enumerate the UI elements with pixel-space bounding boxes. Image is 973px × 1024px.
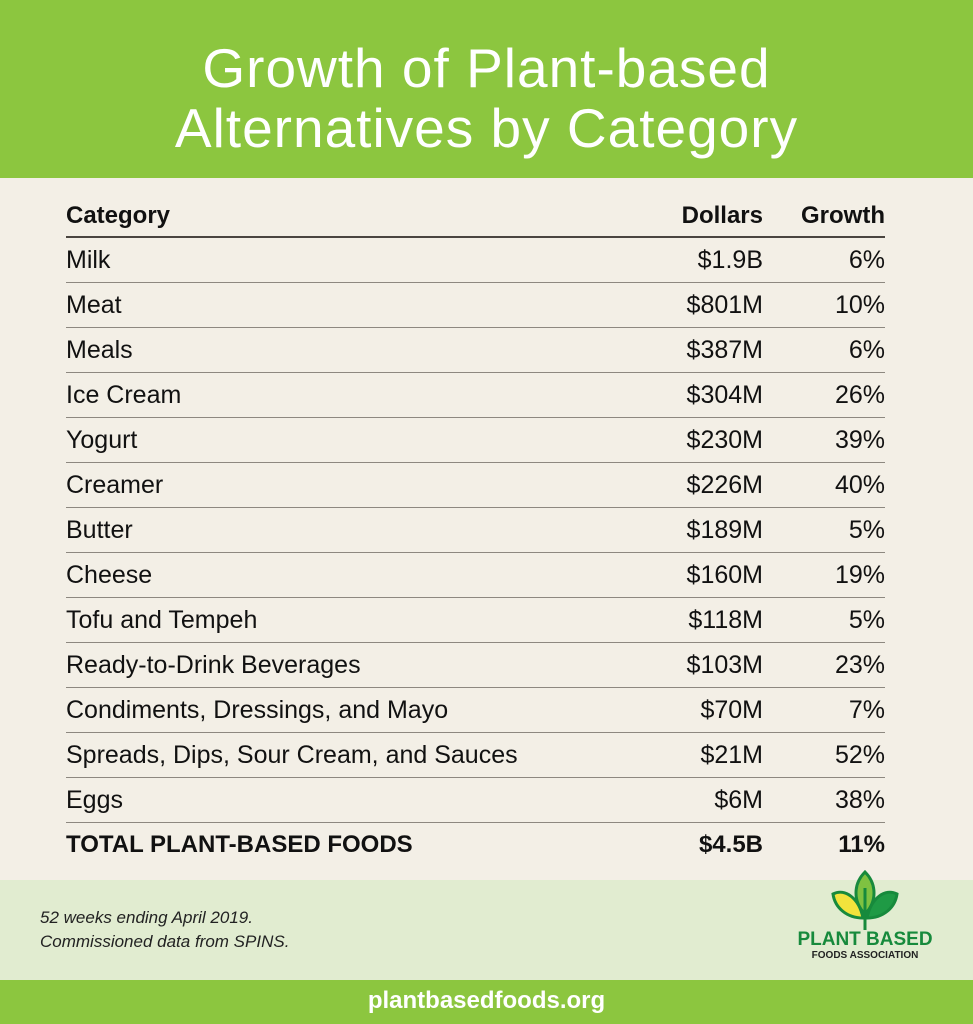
- cell-category: Tofu and Tempeh: [66, 597, 563, 643]
- cell-growth: 11%: [838, 831, 885, 858]
- cell-dollars: $226M: [563, 462, 763, 508]
- source-note: 52 weeks ending April 2019. Commissioned…: [40, 906, 289, 954]
- cell-dollars: $230M: [563, 417, 763, 463]
- cell-dollars: $70M: [563, 687, 763, 733]
- title-line-2: Alternatives by Category: [174, 97, 799, 159]
- cell-category: TOTAL PLANT-BASED FOODS: [66, 831, 413, 858]
- source-note-line-2: Commissioned data from SPINS.: [40, 932, 290, 951]
- cell-dollars: $160M: [563, 552, 763, 598]
- cell-category: Condiments, Dressings, and Mayo: [66, 687, 563, 733]
- cell-growth: 26%: [763, 372, 885, 418]
- table-row: Meals $387M 6%: [66, 327, 885, 373]
- website-url[interactable]: plantbasedfoods.org: [0, 980, 973, 1024]
- cell-growth: 19%: [763, 552, 885, 598]
- cell-dollars: $189M: [563, 507, 763, 553]
- table-row: Butter $189M 5%: [66, 507, 885, 553]
- cell-dollars: $118M: [563, 597, 763, 643]
- table-row: Spreads, Dips, Sour Cream, and Sauces $21…: [66, 732, 885, 778]
- cell-dollars: $304M: [563, 372, 763, 418]
- cell-dollars: $4.5B: [698, 831, 763, 858]
- table-row: Eggs $6M 38%: [66, 777, 885, 823]
- cell-category: Spreads, Dips, Sour Cream, and Sauces: [66, 732, 563, 778]
- table-row: Meat $801M 10%: [66, 282, 885, 328]
- logo-text-line-2: FOODS ASSOCIATION: [811, 950, 919, 961]
- plant-based-foods-association-logo: PLANT BASED FOODS ASSOCIATION: [790, 868, 940, 968]
- leaves-icon: [831, 869, 899, 930]
- cell-growth: 5%: [763, 597, 885, 643]
- column-header-growth: Growth: [763, 196, 885, 238]
- cell-growth: 40%: [763, 462, 885, 508]
- logo-text-line-1: PLANT BASED: [797, 929, 933, 950]
- title-line-1: Growth of Plant-based: [202, 37, 771, 99]
- table-header-row: Category Dollars Growth: [66, 196, 885, 238]
- table-row: Milk $1.9B 6%: [66, 237, 885, 283]
- cell-dollars: $6M: [563, 777, 763, 823]
- data-table: Category Dollars Growth Milk $1.9B 6% Meat $…: [66, 196, 885, 867]
- cell-growth: 52%: [763, 732, 885, 778]
- cell-category: Meat: [66, 282, 563, 328]
- table-row: Creamer $226M 40%: [66, 462, 885, 508]
- column-header-category: Category: [66, 196, 563, 238]
- cell-growth: 6%: [763, 327, 885, 373]
- cell-category: Cheese: [66, 552, 563, 598]
- cell-dollars: $801M: [563, 282, 763, 328]
- cell-growth: 7%: [763, 687, 885, 733]
- cell-dollars: $21M: [563, 732, 763, 778]
- cell-category: Ice Cream: [66, 372, 563, 418]
- footer: 52 weeks ending April 2019. Commissioned…: [0, 869, 973, 980]
- table-row: Tofu and Tempeh $118M 5%: [66, 597, 885, 643]
- cell-category: Eggs: [66, 777, 563, 823]
- cell-category: Meals: [66, 327, 563, 373]
- table-row: Ready-to-Drink Beverages $103M 23%: [66, 642, 885, 688]
- total-row: TOTAL PLANT-BASED FOODS $4.5B 11%: [66, 823, 885, 868]
- cell-category: Yogurt: [66, 417, 563, 463]
- table-row: Condiments, Dressings, and Mayo $70M 7%: [66, 687, 885, 733]
- cell-category: Ready-to-Drink Beverages: [66, 642, 563, 688]
- table-row: Ice Cream $304M 26%: [66, 372, 885, 418]
- cell-growth: 6%: [763, 237, 885, 283]
- cell-category: Milk: [66, 237, 563, 283]
- cell-dollars: $387M: [563, 327, 763, 373]
- cell-dollars: $103M: [563, 642, 763, 688]
- cell-growth: 5%: [763, 507, 885, 553]
- cell-growth: 23%: [763, 642, 885, 688]
- cell-category: Butter: [66, 507, 563, 553]
- cell-dollars: $1.9B: [563, 237, 763, 283]
- cell-category: Creamer: [66, 462, 563, 508]
- table-area: Category Dollars Growth Milk $1.9B 6% Meat $…: [0, 178, 973, 880]
- table-row: Yogurt $230M 39%: [66, 417, 885, 463]
- title-banner: Growth of Plant-based Alternatives by Ca…: [0, 0, 973, 178]
- source-note-line-1: 52 weeks ending April 2019.: [40, 908, 253, 927]
- cell-growth: 39%: [763, 417, 885, 463]
- table-row: Cheese $160M 19%: [66, 552, 885, 598]
- cell-growth: 38%: [763, 777, 885, 823]
- column-header-dollars: Dollars: [563, 196, 763, 238]
- cell-growth: 10%: [763, 282, 885, 328]
